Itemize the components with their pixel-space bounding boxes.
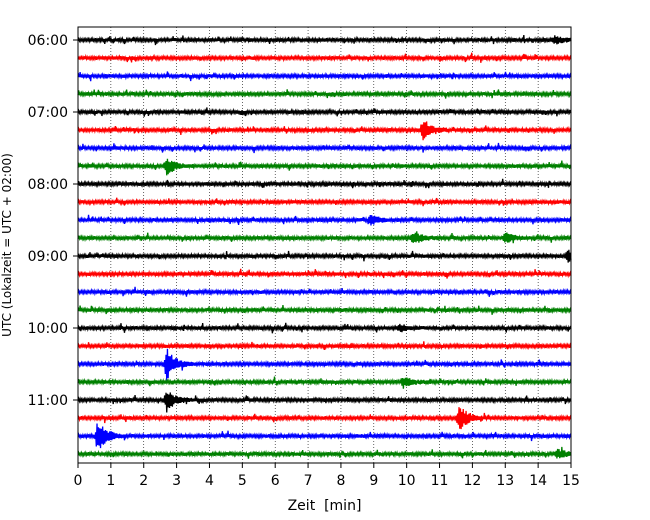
trace-0600 [77,35,572,46]
seismic-traces [77,35,572,459]
x-tick-label: 6 [271,473,280,489]
trace-0645 [77,89,572,99]
trace-0845 [77,231,572,244]
x-tick-label: 10 [398,473,416,489]
trace-0945 [77,304,572,315]
trace-0915 [77,268,572,279]
x-tick-label: 8 [336,473,345,489]
trace-0700 [77,107,572,117]
trace-1100 [77,392,572,413]
x-tick-label: 0 [74,473,83,489]
x-axis-ticks: 0 1 2 3 4 5 6 7 8 9 10 11 12 13 14 15 [74,463,580,489]
trace-0830 [77,214,572,226]
trace-0900 [77,249,572,263]
y-axis-label: UTC (Lokalzeit = UTC + 02:00) [0,153,14,337]
grid-lines [110,27,539,463]
y-tick-label: 07:00 [28,105,68,121]
trace-1130 [77,423,572,449]
y-tick-label: 11:00 [28,393,68,409]
plot-frame [77,26,572,464]
x-tick-label: 5 [238,473,247,489]
x-tick-label: 7 [304,473,313,489]
trace-0930 [77,286,572,297]
x-tick-label: 4 [205,473,214,489]
x-tick-label: 2 [139,473,148,489]
x-axis-label: Zeit [min] [288,498,362,514]
trace-0715 [77,121,572,141]
y-axis-ticks: 06:00 07:00 08:00 09:00 10:00 11:00 [28,33,78,409]
trace-0815 [77,197,572,207]
y-tick-label: 08:00 [28,177,68,193]
x-tick-label: 12 [463,473,481,489]
x-tick-label: 1 [106,473,115,489]
y-tick-label: 10:00 [28,321,68,337]
x-tick-label: 13 [496,473,514,489]
trace-1115 [77,407,572,430]
trace-0730 [77,142,572,154]
trace-1145 [77,446,572,459]
trace-1000 [77,322,572,334]
x-tick-label: 11 [431,473,449,489]
x-tick-label: 3 [172,473,181,489]
trace-0615 [77,52,572,63]
trace-1015 [77,341,572,351]
x-tick-label: 14 [529,473,547,489]
trace-0630 [77,71,572,82]
trace-0800 [77,178,572,189]
trace-1045 [77,376,572,389]
y-tick-label: 06:00 [28,33,68,49]
x-tick-label: 9 [369,473,378,489]
x-tick-label: 15 [562,473,580,489]
y-tick-label: 09:00 [28,249,68,265]
trace-1030 [77,348,572,381]
trace-0745 [77,158,572,176]
